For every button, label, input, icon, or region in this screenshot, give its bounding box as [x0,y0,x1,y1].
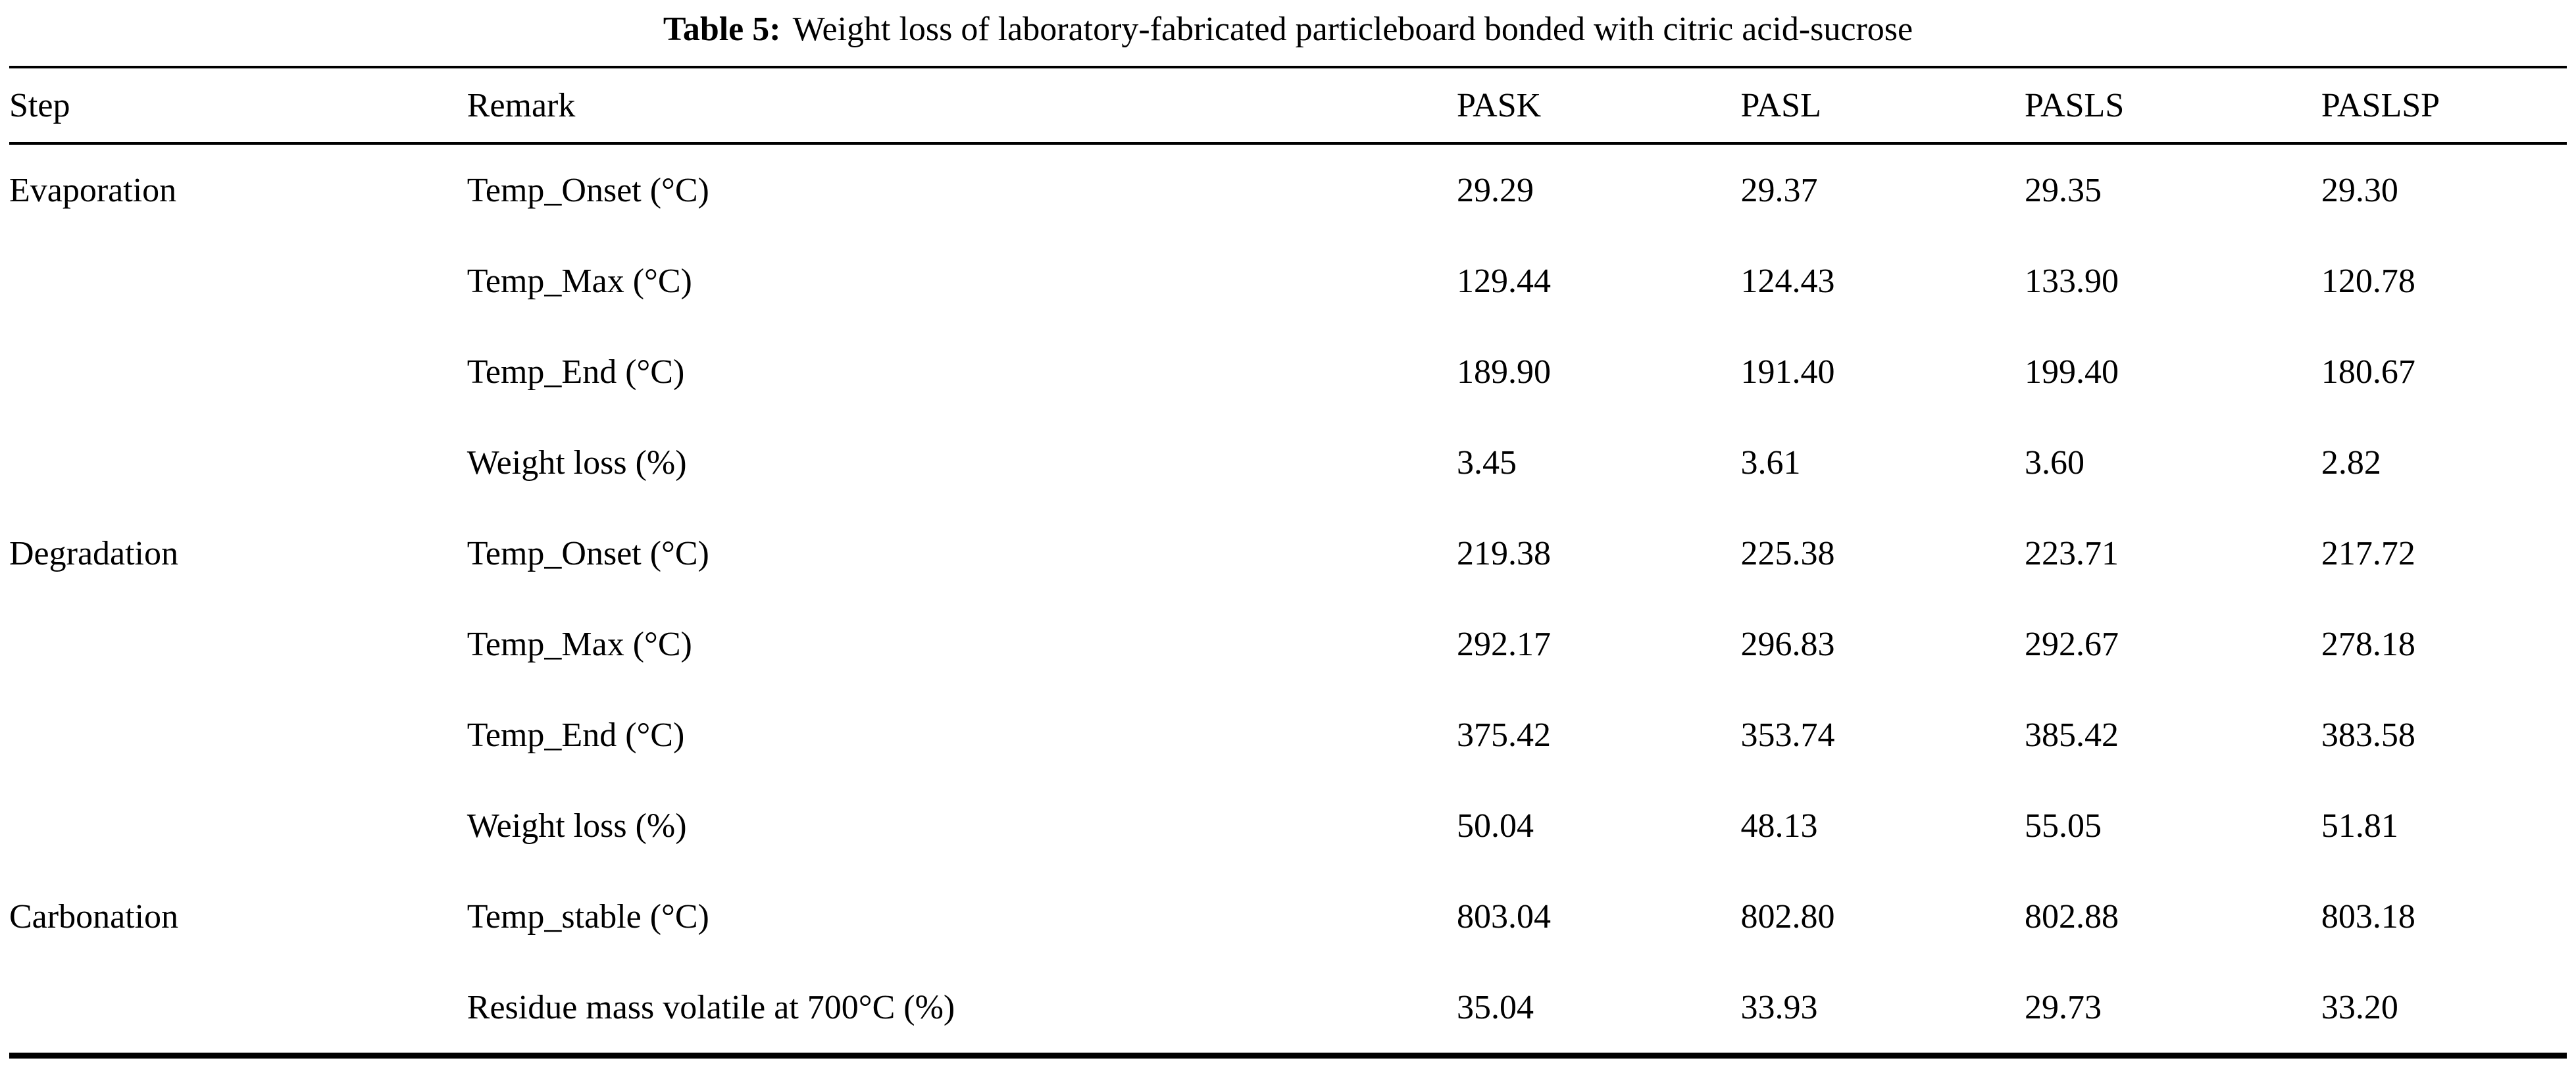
cell-paslsp: 2.82 [2321,443,2381,482]
cell-pask: 219.38 [1457,534,1552,572]
table-row: Weight loss (%) 50.04 48.13 55.05 51.81 [9,780,2567,871]
cell-pask: 129.44 [1457,262,1552,300]
header-remark: Remark [467,67,1457,145]
cell-pasl: 296.83 [1740,625,1835,663]
cell-pasls: 133.90 [2024,262,2119,300]
cell-paslsp: 803.18 [2321,897,2415,936]
cell-pasl: 353.74 [1740,716,1835,754]
cell-pask: 189.90 [1457,353,1552,391]
cell-pasl: 29.37 [1740,171,1818,209]
cell-pasls: 55.05 [2024,807,2102,845]
cell-paslsp: 33.20 [2321,988,2398,1026]
cell-pask: 803.04 [1457,897,1552,936]
cell-step: Carbonation [9,897,179,936]
table-body: Evaporation Temp_Onset (°C) 29.29 29.37 … [9,143,2567,1056]
cell-paslsp: 120.78 [2321,262,2415,300]
table-row: Temp_End (°C) 375.42 353.74 385.42 383.5… [9,689,2567,780]
cell-step: Evaporation [9,171,177,209]
header-pask: PASK [1457,67,1741,145]
cell-step [9,417,467,508]
table-header: Step Remark PASK PASL PASLS PASLSP [9,67,2567,145]
cell-pasls: 292.67 [2024,625,2119,663]
cell-step [9,326,467,417]
cell-pasls: 29.35 [2024,171,2102,209]
cell-remark: Temp_End (°C) [467,716,685,754]
cell-paslsp: 217.72 [2321,534,2415,572]
cell-remark: Temp_Max (°C) [467,625,692,663]
cell-remark: Residue mass volatile at 700°C (%) [467,988,955,1026]
cell-pasls: 199.40 [2024,353,2119,391]
cell-pask: 375.42 [1457,716,1552,754]
cell-paslsp: 29.30 [2321,171,2398,209]
cell-pasls: 802.88 [2024,897,2119,936]
cell-pasls: 223.71 [2024,534,2119,572]
cell-pasl: 225.38 [1740,534,1835,572]
cell-remark: Temp_Max (°C) [467,262,692,300]
cell-pasl: 191.40 [1740,353,1835,391]
cell-step [9,599,467,689]
table-row: Weight loss (%) 3.45 3.61 3.60 2.82 [9,417,2567,508]
cell-step [9,689,467,780]
table-row: Degradation Temp_Onset (°C) 219.38 225.3… [9,508,2567,599]
header-row: Step Remark PASK PASL PASLS PASLSP [9,67,2567,145]
cell-remark: Weight loss (%) [467,443,687,482]
table-caption-label: Table 5: [663,11,781,48]
cell-pasl: 48.13 [1740,807,1818,845]
cell-pasl: 33.93 [1740,988,1818,1026]
cell-paslsp: 180.67 [2321,353,2415,391]
cell-pasl: 802.80 [1740,897,1835,936]
cell-remark: Temp_stable (°C) [467,897,709,936]
cell-pasl: 3.61 [1740,443,1801,482]
table-row: Evaporation Temp_Onset (°C) 29.29 29.37 … [9,143,2567,236]
cell-pask: 29.29 [1457,171,1534,209]
cell-pask: 35.04 [1457,988,1534,1026]
weight-loss-table: Step Remark PASK PASL PASLS PASLSP Evapo… [9,66,2567,1059]
header-paslsp: PASLSP [2321,67,2567,145]
header-pasl: PASL [1740,67,2025,145]
cell-remark: Temp_End (°C) [467,353,685,391]
cell-step [9,780,467,871]
table-row: Temp_Max (°C) 292.17 296.83 292.67 278.1… [9,599,2567,689]
header-step: Step [9,67,467,145]
cell-pasl: 124.43 [1740,262,1835,300]
cell-step [9,236,467,326]
cell-remark: Weight loss (%) [467,807,687,845]
cell-pask: 3.45 [1457,443,1517,482]
cell-paslsp: 383.58 [2321,716,2415,754]
cell-pasls: 29.73 [2024,988,2102,1026]
cell-paslsp: 278.18 [2321,625,2415,663]
table-row: Temp_Max (°C) 129.44 124.43 133.90 120.7… [9,236,2567,326]
cell-pask: 50.04 [1457,807,1534,845]
cell-step: Degradation [9,534,179,572]
cell-pasls: 3.60 [2024,443,2084,482]
table-row: Residue mass volatile at 700°C (%) 35.04… [9,962,2567,1056]
cell-remark: Temp_Onset (°C) [467,534,709,572]
cell-paslsp: 51.81 [2321,807,2398,845]
header-pasls: PASLS [2024,67,2321,145]
table-caption: Table 5: Weight loss of laboratory-fabric… [9,9,2567,50]
cell-pasls: 385.42 [2024,716,2119,754]
table-row: Temp_End (°C) 189.90 191.40 199.40 180.6… [9,326,2567,417]
table-row: Carbonation Temp_stable (°C) 803.04 802.… [9,871,2567,962]
cell-remark: Temp_Onset (°C) [467,171,709,209]
cell-pask: 292.17 [1457,625,1552,663]
cell-step [9,962,467,1056]
table-caption-text: Weight loss of laboratory-fabricated par… [792,11,1913,48]
